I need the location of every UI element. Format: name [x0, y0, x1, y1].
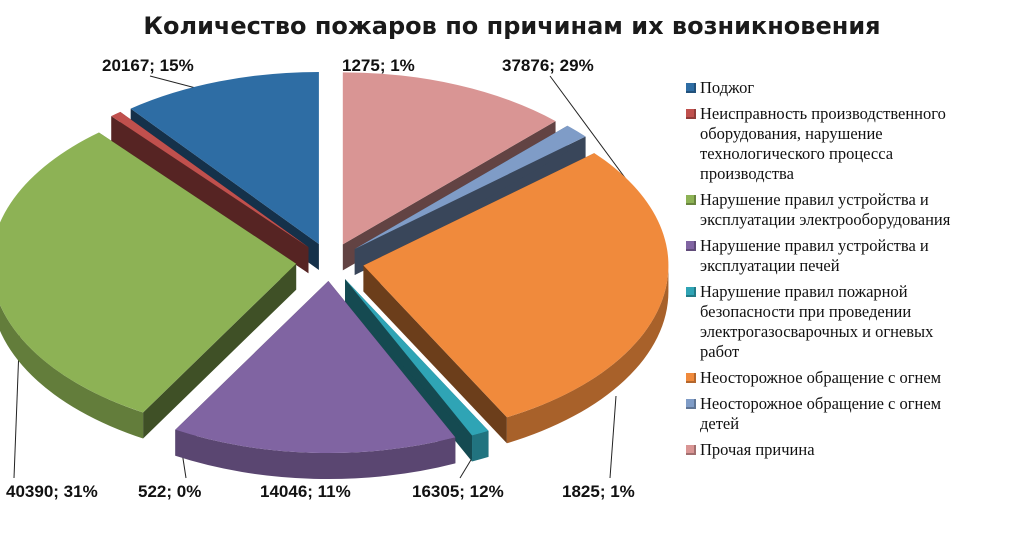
data-label: 40390; 31%: [6, 482, 98, 501]
legend-item: Неисправность производственного оборудова…: [686, 104, 1020, 184]
legend-swatch: [686, 109, 696, 119]
legend-label-line: Неосторожное обращение с огнем: [700, 394, 942, 413]
legend-item: Неосторожное обращение с огнем детей: [686, 394, 1020, 434]
legend-label-line: Поджог: [700, 78, 755, 97]
slice-top-3: [0, 132, 297, 413]
legend-swatch: [686, 287, 696, 297]
pie-slice: [363, 153, 669, 444]
data-label: 1825; 1%: [562, 482, 635, 501]
legend-label-line: работ: [700, 342, 740, 361]
legend-label: Нарушение правил устройства и эксплуатаци…: [700, 236, 929, 276]
slice-side-wall: [143, 263, 297, 439]
legend-swatch: [686, 241, 696, 251]
leader-line: [609, 395, 617, 479]
legend-swatch: [686, 445, 696, 455]
data-label: 20167; 15%: [102, 56, 194, 75]
legend-item: Нарушение правил устройства и эксплуатаци…: [686, 236, 1020, 276]
slice-rim: [472, 430, 489, 462]
data-label: 1275; 1%: [342, 56, 415, 75]
legend-label: Поджог: [700, 78, 754, 98]
legend-label-line: безопасности при проведении: [700, 302, 912, 321]
chart-title: Количество пожаров по причинам их возник…: [143, 12, 881, 40]
legend-item: Поджог: [686, 78, 1020, 98]
legend-label-line: технологического процесса: [700, 144, 894, 163]
legend-label: Неисправность производственного оборудова…: [700, 104, 946, 184]
slice-rim: [506, 265, 669, 444]
legend-label-line: эксплуатации электрооборудования: [700, 210, 951, 229]
legend-swatch: [686, 373, 696, 383]
slice-rim: [0, 304, 144, 439]
data-label: 37876; 29%: [502, 56, 594, 75]
slice-side-wall: [111, 116, 309, 274]
slice-top-1: [130, 72, 319, 245]
slice-side-wall: [363, 265, 507, 444]
slice-side-wall: [345, 279, 489, 457]
pie-slice: [345, 279, 489, 462]
slice-top-8: [342, 72, 556, 245]
pie-slices: [0, 72, 669, 480]
legend-label: Неосторожное обращение с огнем детей: [700, 394, 941, 434]
legend-label-line: производства: [700, 164, 794, 183]
data-label: 14046; 11%: [260, 482, 351, 501]
legend-item: Прочая причина: [686, 440, 1020, 460]
legend-label-line: оборудования, нарушение: [700, 124, 883, 143]
slice-top-5: [345, 279, 489, 436]
pie-slice: [175, 281, 456, 480]
legend-label-line: эксплуатации печей: [700, 256, 840, 275]
data-label: 522; 0%: [138, 482, 202, 501]
legend-label-line: Прочая причина: [700, 440, 815, 459]
legend-label-line: Нарушение правил устройства и: [700, 236, 929, 255]
legend-swatch: [686, 83, 696, 93]
pie-slice: [0, 132, 297, 439]
legend-item: Нарушение правил пожарной безопасности пр…: [686, 282, 1020, 362]
slice-top-7: [354, 125, 586, 249]
legend-swatch: [686, 399, 696, 409]
legend-label-line: Неисправность производственного: [700, 104, 946, 123]
legend-label-line: Неосторожное обращение с огнем: [700, 368, 942, 387]
legend-label-line: электрогазосварочных и огневых: [700, 322, 934, 341]
legend-label: Неосторожное обращение с огнем: [700, 368, 941, 388]
slice-top-4: [175, 281, 456, 454]
data-label: 16305; 12%: [412, 482, 504, 501]
legend-label: Прочая причина: [700, 440, 815, 460]
legend-label-line: Нарушение правил устройства и: [700, 190, 929, 209]
slice-rim: [175, 429, 456, 480]
slice-top-6: [363, 153, 669, 418]
legend-swatch: [686, 195, 696, 205]
legend-label-line: детей: [700, 414, 740, 433]
legend-label: Нарушение правил пожарной безопасности пр…: [700, 282, 933, 362]
leader-line: [549, 75, 635, 191]
pie-slice: [111, 111, 309, 274]
slice-top-2: [111, 111, 309, 248]
pie-slice: [354, 125, 586, 275]
legend-label: Нарушение правил устройства и эксплуатаци…: [700, 190, 950, 230]
legend: Поджог Неисправность производственного обо…: [686, 78, 1020, 466]
legend-label-line: Нарушение правил пожарной: [700, 282, 908, 301]
legend-item: Нарушение правил устройства и эксплуатаци…: [686, 190, 1020, 230]
legend-item: Неосторожное обращение с огнем: [686, 368, 1020, 388]
